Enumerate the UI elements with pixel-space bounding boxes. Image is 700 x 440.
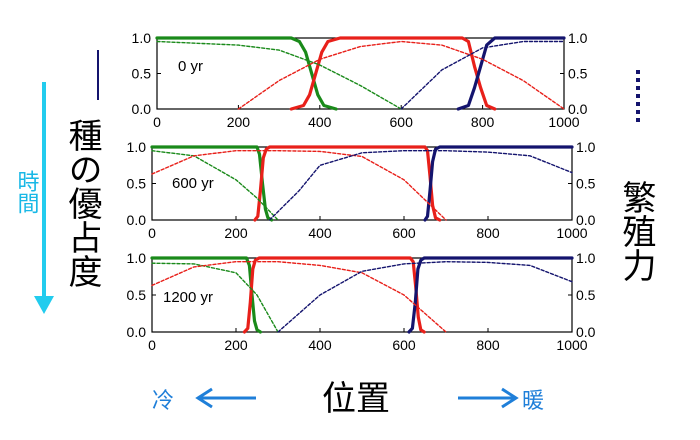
cold-arrow-head [195, 387, 213, 409]
x-tick-label: 800 [476, 337, 500, 353]
panel-2: 0 200 400 600 800 10000.00.51.00.00.51.01200 … [127, 250, 596, 353]
y-left-tick-label: 0.5 [127, 176, 147, 192]
series-navy-dashed [277, 261, 573, 333]
series-red-dashed [151, 149, 447, 221]
y-right-tick-label: 0.5 [576, 176, 596, 192]
series-green-solid [155, 36, 338, 111]
plot-frame [151, 257, 573, 333]
x-tick-label: 400 [308, 337, 332, 353]
x-tick-label: 1000 [556, 225, 587, 241]
y-left-tick-label: 0.0 [127, 324, 147, 340]
series-red-dashed [237, 40, 565, 110]
panel-time-annotation: 1200 yr [163, 289, 213, 306]
x-tick-label: 400 [308, 114, 332, 130]
fecundity-label: 繁殖力 [616, 180, 656, 282]
series-navy-dashed [400, 40, 565, 110]
series-navy-solid [423, 145, 574, 222]
x-tick-label: 0 [153, 114, 161, 130]
y-left-tick-label: 0.5 [127, 287, 147, 303]
y-right-tick-label: 1.0 [568, 30, 588, 46]
position-label: 位置 [322, 379, 390, 419]
y-left-tick-label: 1.0 [132, 30, 152, 46]
time-arrow-head [34, 296, 54, 314]
x-tick-label: 1000 [556, 337, 587, 353]
y-left-tick-label: 1.0 [127, 139, 147, 155]
plot-frame [151, 146, 573, 221]
x-tick-label: 0 [148, 337, 156, 353]
x-tick-label: 800 [471, 114, 495, 130]
y-left-tick-label: 0.0 [127, 212, 147, 228]
cold-label: 冷 [152, 389, 174, 414]
warm-arrow-head [501, 387, 519, 409]
panel-time-annotation: 0 yr [178, 58, 203, 75]
y-left-tick-label: 0.5 [132, 66, 152, 82]
x-tick-label: 0 [148, 225, 156, 241]
x-tick-label: 1000 [548, 114, 579, 130]
series-red-solid [242, 256, 426, 334]
x-tick-label: 600 [392, 225, 416, 241]
series-green-dashed [151, 149, 279, 221]
x-tick-label: 200 [224, 337, 248, 353]
y-left-tick-label: 0.0 [132, 101, 152, 117]
dominance-label: 種の優占度 [62, 118, 102, 288]
y-right-tick-label: 1.0 [576, 250, 596, 266]
series-navy-dashed [268, 149, 573, 221]
series-green-dashed [156, 40, 402, 110]
plot-frame [156, 37, 565, 110]
x-tick-label: 200 [227, 114, 251, 130]
y-right-tick-label: 0.0 [568, 101, 588, 117]
y-right-tick-label: 0.0 [576, 324, 596, 340]
time-label: 時間 [14, 170, 39, 214]
panel-time-annotation: 600 yr [172, 175, 214, 192]
series-red-solid [253, 145, 442, 222]
series-red-dashed [151, 261, 447, 333]
series-navy-solid [456, 36, 566, 111]
cold-arrow [195, 387, 256, 409]
time-arrow [34, 82, 54, 314]
x-tick-label: 600 [392, 337, 416, 353]
x-tick-label: 600 [390, 114, 414, 130]
warm-arrow [458, 387, 519, 409]
x-tick-label: 800 [476, 225, 500, 241]
series-navy-solid [407, 256, 574, 334]
x-tick-label: 200 [224, 225, 248, 241]
series-red-solid [289, 36, 497, 111]
x-tick-label: 400 [308, 225, 332, 241]
y-right-tick-label: 0.0 [576, 212, 596, 228]
y-right-tick-label: 0.5 [576, 287, 596, 303]
y-right-tick-label: 1.0 [576, 139, 596, 155]
series-green-dashed [151, 262, 279, 333]
y-left-tick-label: 1.0 [127, 250, 147, 266]
y-right-tick-label: 0.5 [568, 66, 588, 82]
warm-label: 暖 [522, 389, 544, 414]
